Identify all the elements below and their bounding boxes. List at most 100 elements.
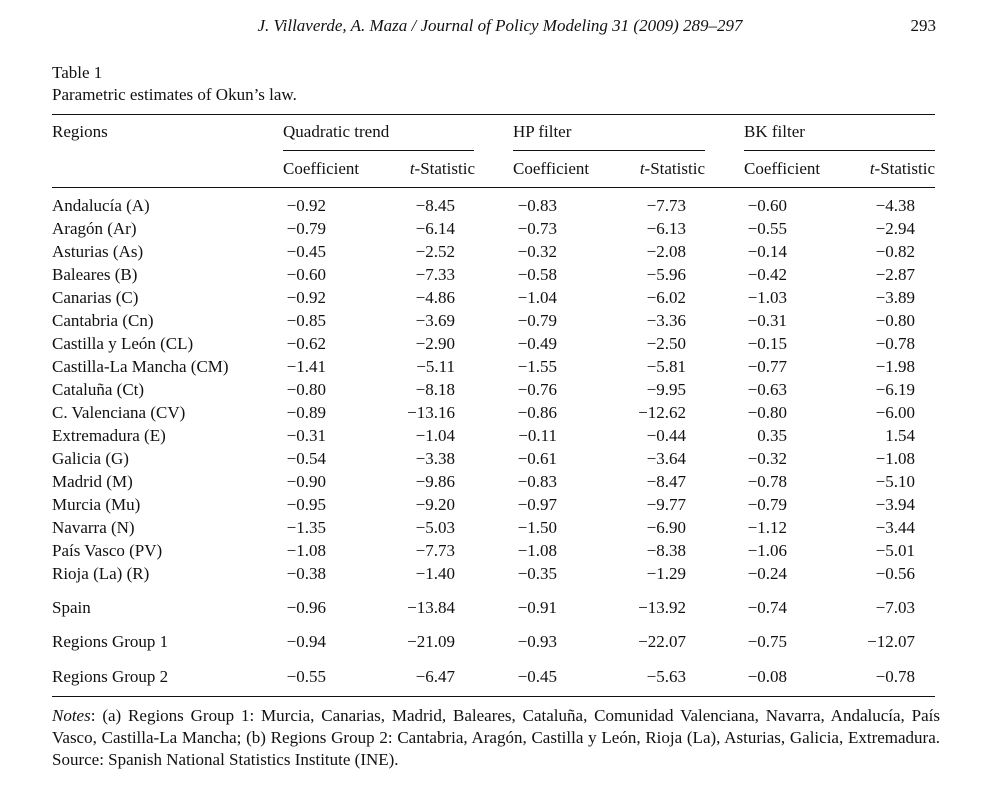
region-name: Regions Group 2 [52,667,169,686]
table-value: −1.08 [875,449,915,468]
table-value: −0.24 [747,564,787,583]
region-name: Baleares (B) [52,265,138,284]
t-statistic-header: t-Statistic [355,159,475,179]
table-value: −6.13 [646,219,686,238]
table-value: −0.08 [747,667,787,686]
t-suffix: -Statistic [414,159,475,178]
table-value: −2.08 [646,242,686,261]
table-value: −0.56 [875,564,915,583]
t-suffix: -Statistic [644,159,705,178]
header-bottom-rule [52,187,935,188]
table-value: −6.02 [646,288,686,307]
table-value: −0.31 [286,426,326,445]
table-value: −9.95 [646,380,686,399]
table-value: −0.80 [286,380,326,399]
table-value: −9.77 [646,495,686,514]
table-value: −2.94 [875,219,915,238]
table-value: −0.92 [286,196,326,215]
table-value: −0.92 [286,288,326,307]
table-value: −1.03 [747,288,787,307]
table-value: −6.47 [415,667,455,686]
table-value: −9.86 [415,472,455,491]
table-value: −2.50 [646,334,686,353]
region-name: Asturias (As) [52,242,144,261]
region-name: Andalucía (A) [52,196,150,215]
table-value: −8.18 [415,380,455,399]
table-value: −0.79 [286,219,326,238]
table-value: −1.40 [415,564,455,583]
region-name: Murcia (Mu) [52,495,141,514]
table-value: −0.58 [517,265,557,284]
table-value: −6.90 [646,518,686,537]
table-value: −5.63 [646,667,686,686]
region-name: Rioja (La) (R) [52,564,150,583]
table-value: −0.32 [747,449,787,468]
t-letter: t [639,159,645,178]
table-notes: Notes: (a) Regions Group 1: Murcia, Cana… [52,705,940,771]
table-value: −4.38 [875,196,915,215]
table-value: −4.86 [415,288,455,307]
table-value: −6.14 [415,219,455,238]
table-value: −12.07 [867,632,915,651]
region-name: Cantabria (Cn) [52,311,154,330]
region-name: Cataluña (Ct) [52,380,145,399]
table-value: −5.11 [416,357,455,376]
table-value: −6.00 [875,403,915,422]
table-value: −0.60 [286,265,326,284]
table-value: −3.38 [415,449,455,468]
region-name: Canarias (C) [52,288,139,307]
group-header-rule [283,150,474,151]
group-header-rule [744,150,935,151]
table-value: −8.38 [646,541,686,560]
table-value: −1.12 [747,518,787,537]
coefficient-header: Coefficient [744,159,821,178]
table-value: −0.11 [518,426,557,445]
group-header: HP filter [513,122,572,141]
table-value: −0.45 [286,242,326,261]
table-value: −3.44 [875,518,915,537]
table-value: −0.76 [517,380,557,399]
table-value: −7.03 [875,598,915,617]
table-value: −5.10 [875,472,915,491]
table-value: −3.94 [875,495,915,514]
table-value: −0.49 [517,334,557,353]
table-value: −12.62 [638,403,686,422]
table-value: −0.83 [517,196,557,215]
table-value: −13.16 [407,403,455,422]
table-value: −0.79 [517,311,557,330]
region-name: Madrid (M) [52,472,133,491]
table-value: −0.78 [875,667,915,686]
table-value: −0.94 [286,632,326,651]
table-value: −1.35 [286,518,326,537]
table-value: −0.96 [286,598,326,617]
table-value: −0.42 [747,265,787,284]
journal-citation: J. Villaverde, A. Maza / Journal of Poli… [257,16,743,35]
table-value: −0.85 [286,311,326,330]
region-name: Extremadura (E) [52,426,166,445]
table-value: −2.52 [415,242,455,261]
table-value: −5.01 [875,541,915,560]
table-value: −1.55 [517,357,557,376]
region-name: Navarra (N) [52,518,135,537]
table-value: −21.09 [407,632,455,651]
region-name: Spain [52,598,91,617]
t-suffix: -Statistic [874,159,935,178]
table-value: −13.84 [407,598,455,617]
table-value: 1.54 [885,426,915,445]
table-value: −0.82 [875,242,915,261]
table-value: −0.90 [286,472,326,491]
table-value: −0.31 [747,311,787,330]
table-value: −22.07 [638,632,686,651]
table-value: −9.20 [415,495,455,514]
t-letter: t [869,159,875,178]
table-value: −0.75 [747,632,787,651]
table-value: −0.35 [517,564,557,583]
table-value: −0.32 [517,242,557,261]
table-value: −7.73 [646,196,686,215]
table-label: Table 1 [52,63,103,82]
region-name: Castilla-La Mancha (CM) [52,357,229,376]
table-value: −2.87 [875,265,915,284]
page-number: 293 [910,16,937,35]
table-value: −0.97 [517,495,557,514]
table-value: −0.45 [517,667,557,686]
